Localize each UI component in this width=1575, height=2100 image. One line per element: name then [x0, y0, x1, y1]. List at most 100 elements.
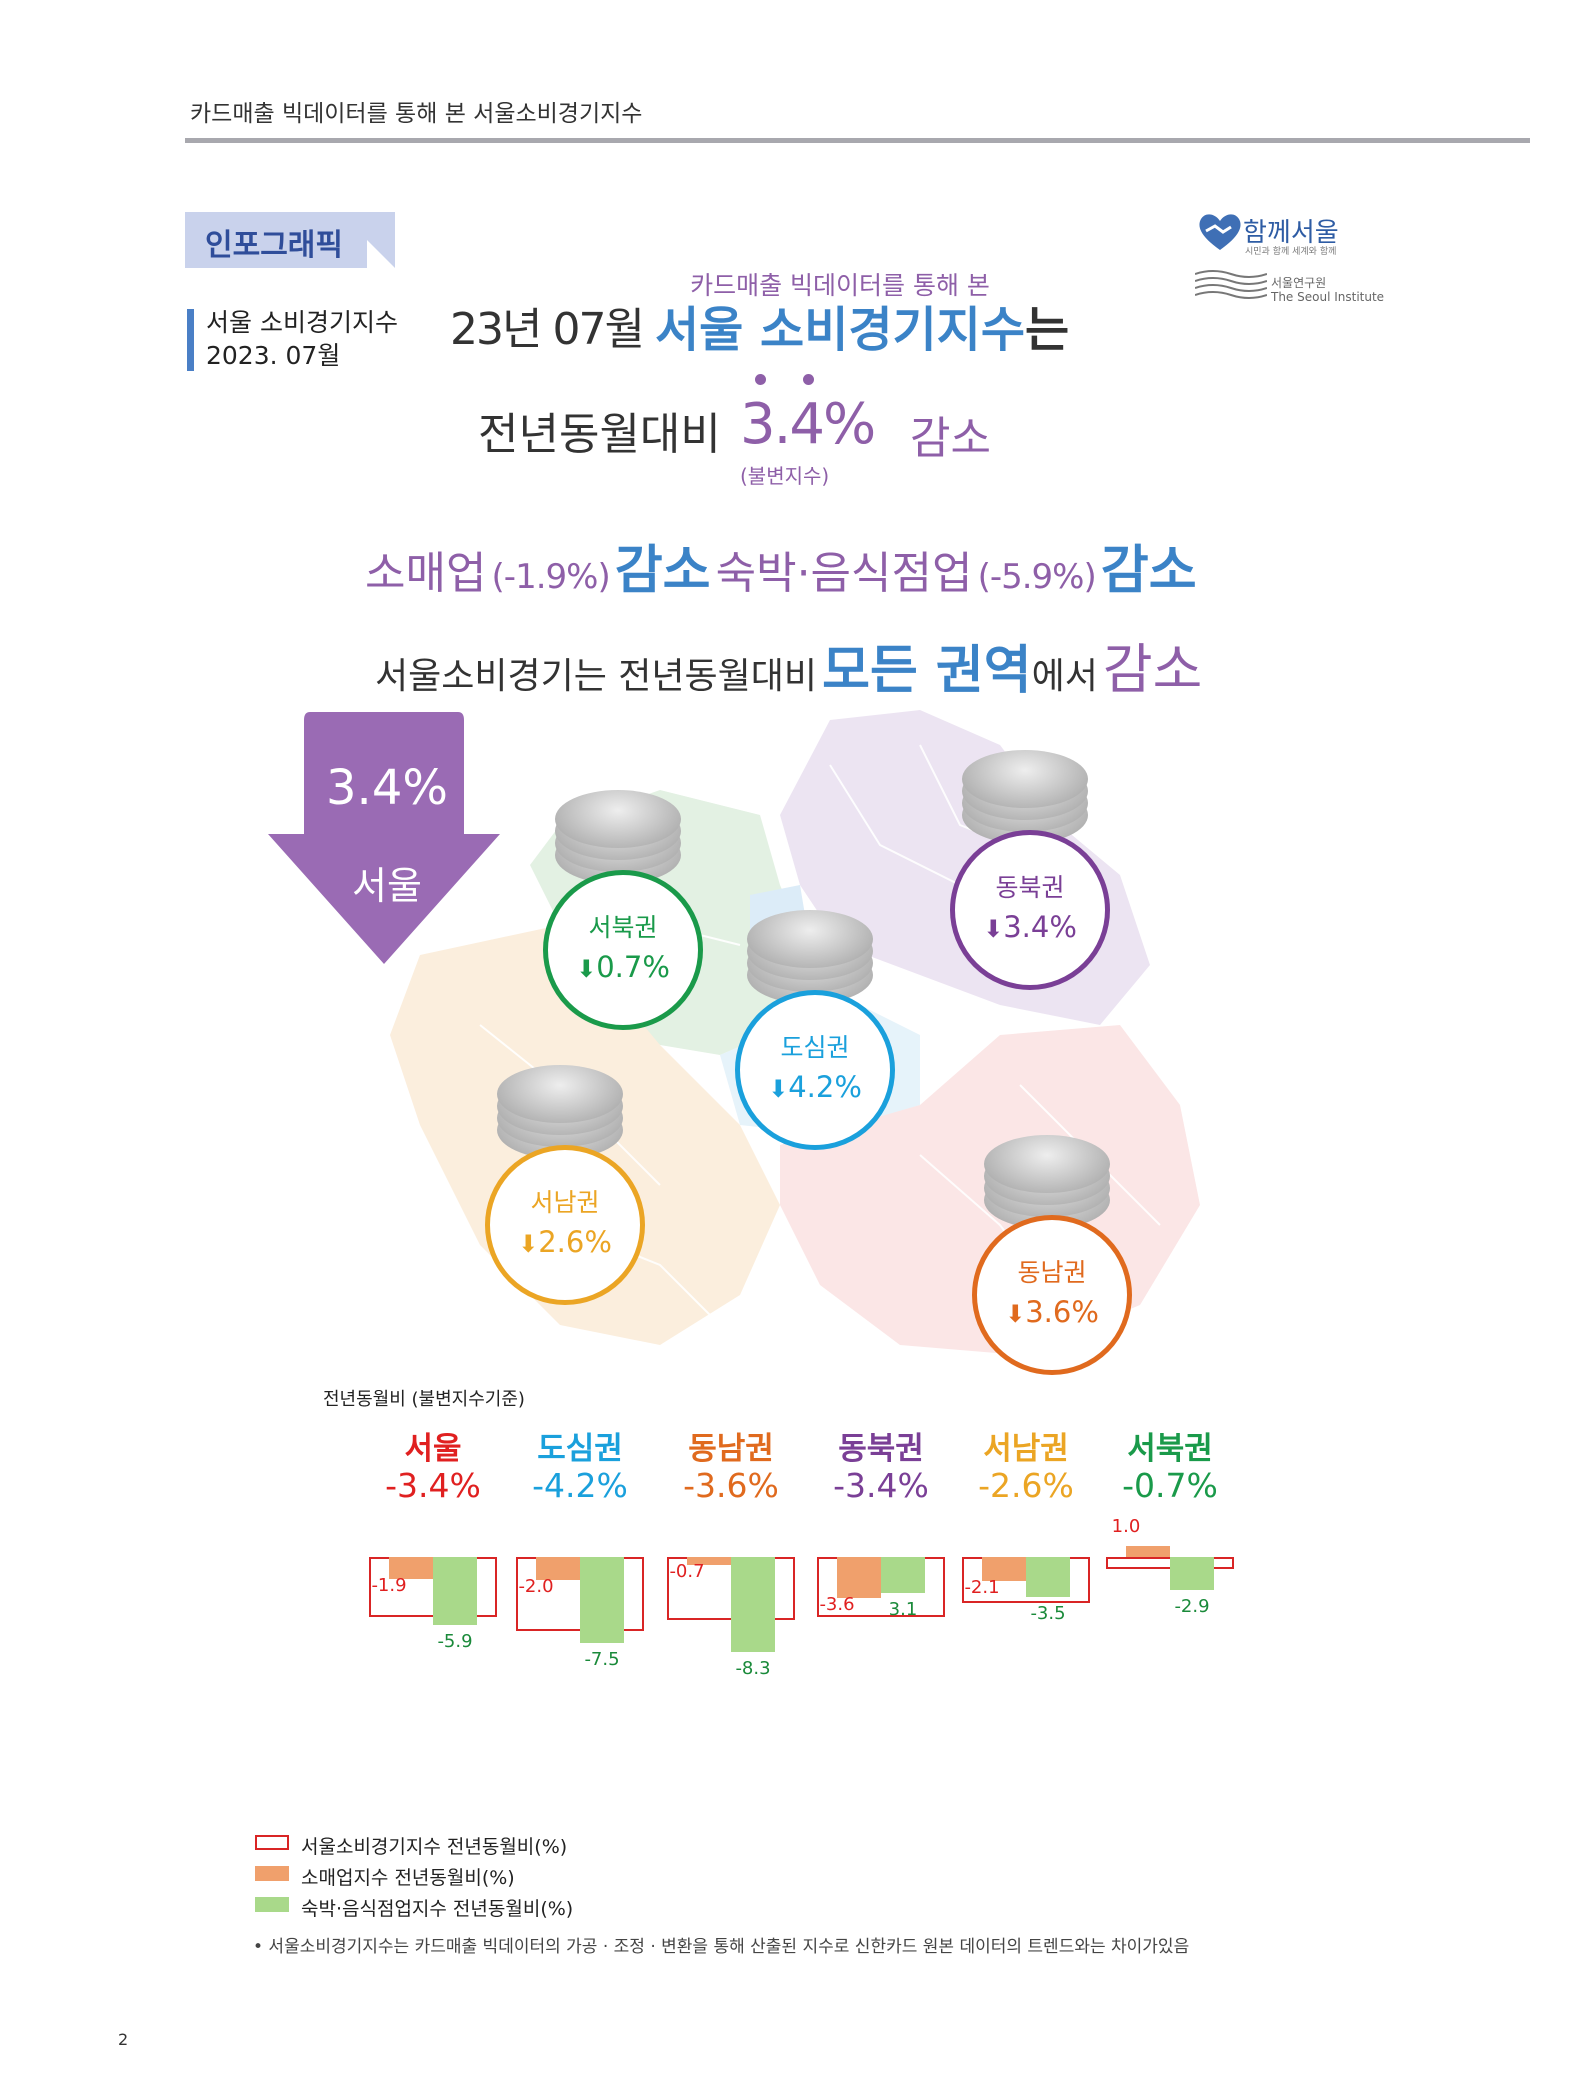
retail-value-label: 1.0 — [1111, 1515, 1141, 1537]
summary-line: 서울소비경기는 전년동월대비 모든 권역에서 감소 — [375, 625, 1202, 704]
institute-name-ko: 서울연구원 — [1271, 276, 1327, 290]
retail-bar — [536, 1557, 580, 1580]
period-label: 서울 소비경기지수 2023. 07월 — [206, 306, 398, 372]
region-bar-chart: 서울 -3.4% -1.9 -5.9 도심권 -4.2% -2.0 -7.5 동남권 -3.6% -… — [369, 1431, 1234, 1680]
food-value-label: 3.1 — [888, 1598, 918, 1620]
seoul-down-arrow-icon — [268, 712, 500, 964]
bubble-value-southeast: ⬇3.6% — [972, 1295, 1132, 1329]
food-bar — [433, 1557, 477, 1625]
headline-subject: 서울 소비경기지수는 — [655, 290, 1069, 360]
food-value: (-5.9%) — [977, 557, 1097, 597]
headline-subject-suffix: 는 — [1025, 302, 1070, 358]
seoul-arrow-value: 3.4% — [326, 760, 448, 816]
emphasis-dot — [803, 374, 814, 385]
bubble-label-northwest: 서북권 — [588, 913, 658, 942]
region-name: 서남권 — [983, 1431, 1069, 1467]
retail-label: 소매업 — [365, 548, 487, 599]
retail-bar — [687, 1557, 731, 1566]
tag-fold-corner — [367, 240, 395, 268]
page-number: 2 — [118, 2030, 129, 2049]
food-bar — [731, 1557, 775, 1653]
down-arrow-icon: ⬇ — [576, 955, 597, 983]
section-tag-label: 인포그래픽 — [205, 228, 343, 263]
region-total: -3.6% — [683, 1466, 779, 1505]
food-direction: 감소 — [1100, 541, 1197, 601]
bubble-central — [735, 990, 895, 1150]
footnote: • 서울소비경기지수는 카드매출 빅데이터의 가공 · 조정 · 변환을 통해 … — [253, 1937, 1190, 1957]
legend-swatch-food — [255, 1897, 289, 1912]
region-name: 동북권 — [838, 1431, 924, 1467]
bubble-value-text: 4.2% — [788, 1070, 862, 1104]
retail-bar — [837, 1557, 881, 1599]
retail-value-label: -2.1 — [964, 1577, 1000, 1599]
retail-value: (-1.9%) — [491, 557, 611, 597]
food-label: 숙박·음식점업 — [715, 548, 973, 599]
retail-bar — [1126, 1545, 1170, 1557]
seoul-city-tagline: 시민과 함께 세계와 함께 — [1245, 247, 1337, 257]
seoul-arrow-label: 서울 — [352, 864, 422, 908]
food-value-label: -3.5 — [1030, 1603, 1066, 1625]
legend-label-food: 숙박·음식점업지수 전년동월비(%) — [301, 1898, 574, 1920]
running-header: 카드매출 빅데이터를 통해 본 서울소비경기지수 — [190, 101, 643, 127]
bubble-southeast — [972, 1215, 1132, 1375]
down-arrow-icon: ⬇ — [768, 1075, 789, 1103]
region-total: -4.2% — [532, 1466, 628, 1505]
summary-mid: 에서 — [1031, 656, 1098, 697]
down-arrow-icon: ⬇ — [1005, 1300, 1026, 1328]
bubble-label-southwest: 서남권 — [530, 1188, 600, 1217]
headline-kicker: 카드매출 빅데이터를 통해 본 — [690, 271, 990, 300]
period-line-1: 서울 소비경기지수 — [206, 308, 398, 337]
food-value-label: -8.3 — [735, 1658, 771, 1680]
period-line-2: 2023. 07월 — [206, 341, 341, 370]
bubble-value-text: 3.6% — [1025, 1295, 1099, 1329]
region-total: -0.7% — [1122, 1466, 1218, 1505]
bubble-southwest — [485, 1145, 645, 1305]
summary-highlight: 모든 권역 — [822, 641, 1032, 701]
headline-compare: 전년동월대비 — [478, 409, 721, 460]
retail-bar — [982, 1557, 1026, 1582]
bubble-value-text: 3.4% — [1003, 910, 1077, 944]
legend-swatch-box — [255, 1835, 289, 1850]
retail-bar — [389, 1557, 433, 1579]
chart-caption: 전년동월비 (불변지수기준) — [323, 1389, 525, 1410]
region-name: 서북권 — [1127, 1431, 1213, 1467]
bubble-value-southwest: ⬇2.6% — [485, 1225, 645, 1259]
region-name: 서울 — [404, 1431, 462, 1467]
retail-value-label: -3.6 — [819, 1594, 855, 1616]
sector-line: 소매업 (-1.9%) 감소 숙박·음식점업 (-5.9%) 감소 — [365, 528, 1197, 603]
bubble-label-northeast: 동북권 — [995, 873, 1065, 902]
period-accent-bar — [187, 309, 194, 371]
bubble-label-central: 도심권 — [780, 1033, 850, 1062]
bubble-value-northwest: ⬇0.7% — [543, 950, 703, 984]
seoul-city-logo-text: 함께서울 — [1243, 218, 1339, 248]
bubble-northeast — [950, 830, 1110, 990]
food-bar — [881, 1557, 925, 1593]
food-bar — [1170, 1557, 1214, 1591]
retail-value-label: -0.7 — [669, 1561, 705, 1583]
wave-logo-icon — [1194, 270, 1268, 299]
food-value-label: -7.5 — [584, 1649, 620, 1671]
bubble-value-text: 2.6% — [538, 1225, 612, 1259]
bubble-stack-disc — [984, 1135, 1110, 1193]
heart-icon — [1199, 214, 1241, 250]
food-value-label: -5.9 — [437, 1630, 473, 1652]
bubble-value-central: ⬇4.2% — [735, 1070, 895, 1104]
legend-label-box: 서울소비경기지수 전년동월비(%) — [301, 1836, 568, 1858]
headline-value: 3.4% — [740, 392, 876, 457]
summary-prefix: 서울소비경기는 전년동월대비 — [375, 656, 818, 697]
bubble-stack-disc — [962, 750, 1088, 808]
headline-subject-main: 서울 소비경기지수 — [655, 302, 1025, 358]
region-name: 동남권 — [688, 1431, 774, 1467]
legend-swatch-retail — [255, 1866, 289, 1881]
seoul-institute-logo: 서울연구원 The Seoul Institute — [1194, 268, 1384, 306]
down-arrow-icon: ⬇ — [518, 1230, 539, 1258]
bubble-label-southeast: 동남권 — [1017, 1258, 1087, 1287]
food-bar — [580, 1557, 624, 1644]
region-name: 도심권 — [537, 1431, 623, 1467]
institute-name-en: The Seoul Institute — [1271, 290, 1385, 304]
retail-value-label: -1.9 — [371, 1574, 407, 1596]
retail-direction: 감소 — [614, 541, 711, 601]
retail-value-label: -2.0 — [518, 1576, 554, 1597]
legend-label-retail: 소매업지수 전년동월비(%) — [301, 1867, 515, 1889]
region-total: -2.6% — [978, 1466, 1074, 1505]
